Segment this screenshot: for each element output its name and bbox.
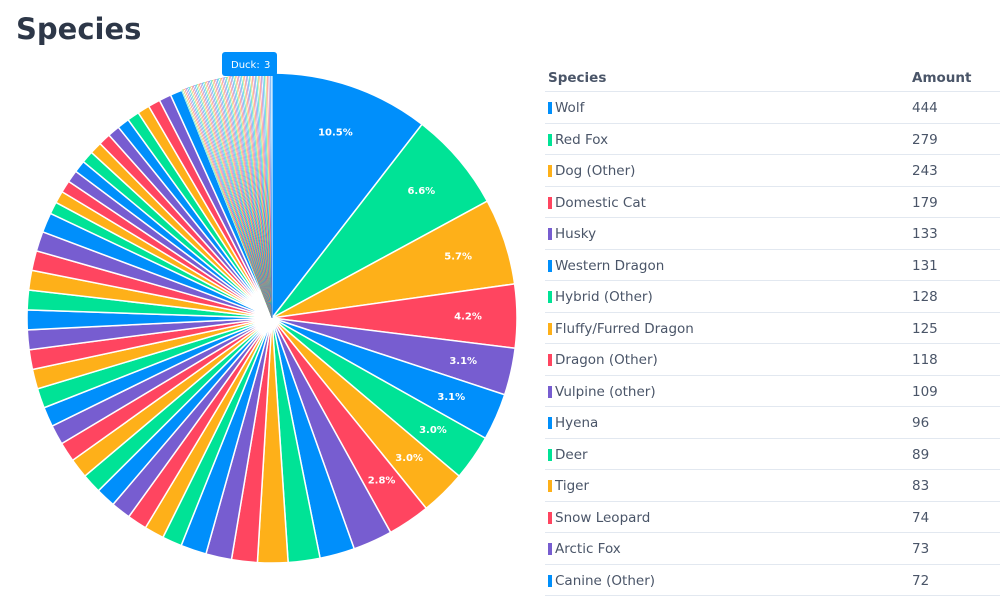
species-amount: 109: [912, 383, 938, 400]
color-marker: [548, 543, 552, 555]
slice-label: 6.6%: [407, 186, 435, 197]
header-cell: Species: [548, 70, 607, 86]
color-marker: [548, 291, 552, 303]
color-marker: [548, 102, 552, 114]
pie-chart: 10.5% 6.6% 5.7% 4.2% 3.1% 3.1% 3.0% 3.0% 2.8% Duc…: [26, 52, 518, 564]
table-row: Wolf 444: [545, 92, 1000, 124]
table-row: Canine (Other) 72: [545, 565, 1000, 596]
color-marker: [548, 322, 552, 335]
species-amount: 125: [912, 320, 938, 337]
table-row: Vulpine (other) 109: [545, 376, 1000, 407]
page-title: Species: [16, 12, 142, 46]
species-name: Tiger: [555, 478, 590, 494]
species-name: Vulpine (other): [555, 383, 656, 400]
tooltip-label: Duck:: [231, 60, 260, 71]
species-name: Western Dragon: [555, 257, 665, 274]
species-table: Species Amount Wolf 444 Red Fox 279 Dog (Oth…: [545, 62, 1000, 596]
slice-label: 3.0%: [395, 453, 423, 464]
species-name: Deer: [555, 446, 588, 463]
slice-label: 10.5%: [318, 128, 353, 139]
color-marker: [548, 480, 552, 492]
color-marker: [548, 511, 552, 524]
species-name: Hybrid (Other): [555, 289, 653, 305]
species-name: Red Fox: [555, 131, 609, 148]
species-amount: 279: [912, 131, 938, 148]
species-amount: 73: [912, 541, 930, 557]
slice-label: 3.0%: [419, 425, 447, 436]
table-row: Arctic Fox 73: [545, 533, 1000, 565]
slice-label: 4.2%: [454, 311, 482, 322]
slice-label: 2.8%: [368, 476, 396, 487]
species-amount: 83: [912, 478, 930, 494]
species-name: Wolf: [555, 100, 585, 116]
species-name: Canine (Other): [555, 572, 656, 589]
species-name: Arctic Fox: [555, 541, 621, 557]
slice-label: 3.1%: [449, 356, 477, 367]
header-cell: Amount: [912, 70, 972, 86]
pie-slice: [271, 72, 424, 321]
species-amount: 89: [912, 446, 930, 463]
table-row: Red Fox 279: [545, 124, 1000, 155]
species-name: Dragon (Other): [555, 352, 658, 368]
table-row: Hybrid (Other) 128: [545, 281, 1000, 313]
table-row: Tiger 83: [545, 470, 1000, 502]
color-marker: [548, 354, 552, 366]
color-marker: [548, 259, 552, 272]
color-marker: [548, 133, 552, 146]
table-row: Deer 89: [545, 439, 1000, 470]
species-amount: 128: [912, 289, 938, 305]
species-amount: 179: [912, 194, 938, 211]
table-row: Fluffy/Furred Dragon 125: [545, 313, 1000, 344]
color-marker: [548, 417, 552, 429]
species-amount: 74: [912, 509, 930, 526]
table-row: Snow Leopard 74: [545, 502, 1000, 533]
species-name: Dog (Other): [555, 163, 636, 179]
species-name: Fluffy/Furred Dragon: [555, 320, 694, 337]
species-amount: 131: [912, 257, 938, 274]
species-name: Husky: [555, 226, 597, 242]
color-marker: [548, 165, 552, 177]
tooltip: Duck: 3: [222, 52, 277, 76]
table-row: Dragon (Other) 118: [545, 344, 1000, 376]
color-marker: [548, 574, 552, 587]
table-row: Hyena 96: [545, 407, 1000, 439]
tooltip-value: 3: [264, 60, 270, 71]
species-amount: 118: [912, 352, 938, 368]
slice-label: 3.1%: [437, 392, 465, 403]
color-marker: [548, 385, 552, 398]
table-row: Domestic Cat 179: [545, 187, 1000, 218]
species-name: Snow Leopard: [555, 509, 651, 526]
table-row: Husky 133: [545, 218, 1000, 250]
table-header: Species Amount: [545, 62, 1000, 92]
species-amount: 444: [912, 100, 938, 116]
table-row: Western Dragon 131: [545, 250, 1000, 281]
species-amount: 133: [912, 226, 938, 242]
tooltip-box: [222, 52, 277, 76]
species-name: Hyena: [555, 415, 599, 431]
species-amount: 243: [912, 163, 938, 179]
slice-label: 5.7%: [444, 252, 472, 263]
color-marker: [548, 196, 552, 209]
species-amount: 96: [912, 415, 930, 431]
color-marker: [548, 448, 552, 461]
species-name: Domestic Cat: [555, 194, 646, 211]
color-marker: [548, 228, 552, 240]
species-amount: 72: [912, 572, 930, 589]
table-row: Dog (Other) 243: [545, 155, 1000, 187]
